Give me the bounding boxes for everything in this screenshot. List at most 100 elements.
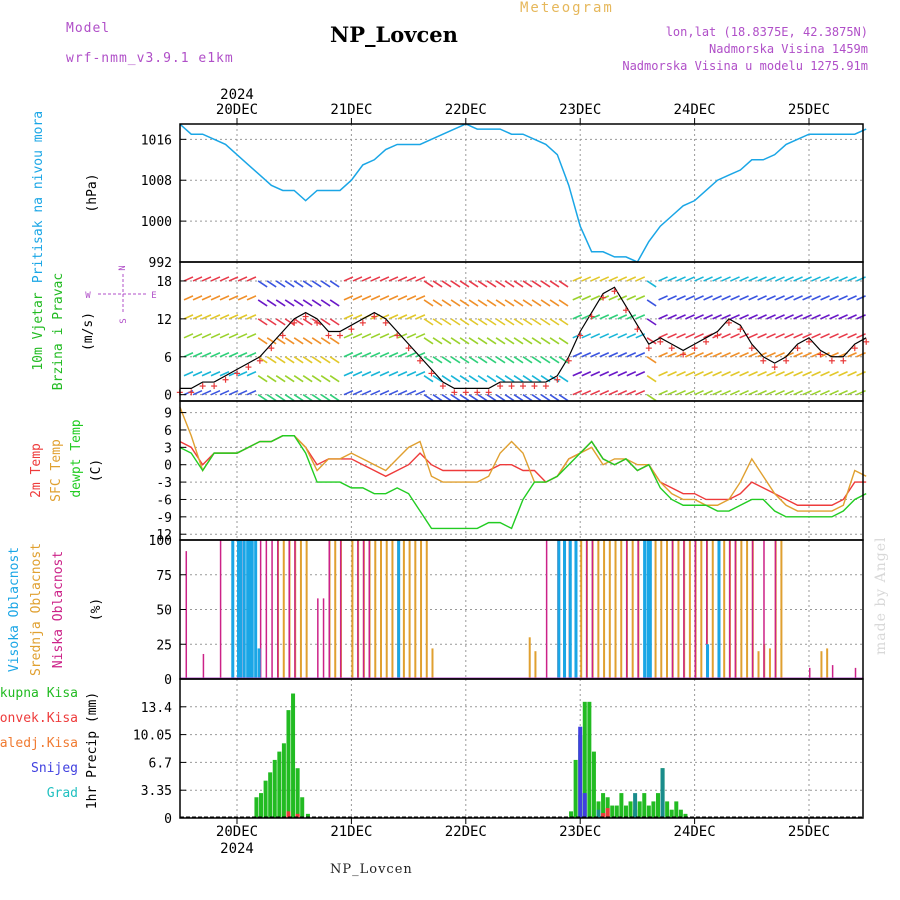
- wind-barb: [793, 389, 803, 396]
- low-cloud-bar: [362, 540, 365, 679]
- wind-barb: [531, 337, 542, 345]
- wind-barb: [415, 370, 426, 377]
- mid-cloud-bar: [334, 540, 337, 679]
- wind-barb: [415, 295, 426, 301]
- wind-barb: [343, 295, 354, 301]
- wind-barb: [504, 356, 515, 364]
- wind-barb: [676, 370, 686, 377]
- wind-barb: [676, 333, 686, 339]
- wind-barb: [183, 352, 194, 358]
- low-cloud-bar: [591, 540, 594, 679]
- wind-barb: [531, 318, 542, 326]
- compass-west-label: W: [85, 291, 91, 301]
- wind-barb: [432, 394, 443, 402]
- wind-barb: [192, 370, 203, 377]
- wind-barb: [811, 295, 821, 301]
- wind-barb: [397, 389, 408, 396]
- wind-barb: [739, 370, 749, 377]
- mid-cloud-bar: [414, 540, 417, 679]
- wind-barb: [685, 295, 695, 301]
- wind-barb: [302, 375, 313, 383]
- wind-barb: [784, 389, 794, 396]
- high-cloud-bar: [563, 540, 567, 679]
- wind-barb: [432, 337, 443, 345]
- wind-barb: [293, 280, 304, 288]
- precip-legend-0: Ukupna Kisa: [0, 686, 78, 701]
- low-cloud-bar: [277, 540, 279, 679]
- wind-barb: [379, 295, 390, 301]
- wind-barb: [219, 389, 230, 396]
- wind-barb: [766, 295, 776, 301]
- wind-barb: [228, 352, 239, 358]
- wind-barb: [406, 389, 417, 396]
- wind-barb: [370, 295, 381, 301]
- total-precip-bar: [263, 780, 268, 818]
- wind-barb: [829, 276, 839, 282]
- wind-barb: [635, 352, 646, 358]
- wind-barb: [685, 370, 695, 377]
- wind-barb: [802, 276, 812, 282]
- wind-axis-title: 10m Vjetar: [31, 292, 46, 370]
- wind-barb: [329, 375, 340, 383]
- wind-barb: [581, 389, 592, 396]
- x-date-label-top: 20DEC: [216, 102, 258, 118]
- wind-barb: [558, 356, 569, 364]
- wind-barb: [293, 356, 304, 364]
- wind-barb: [468, 299, 479, 307]
- wind-barb: [676, 295, 686, 301]
- wind-barb: [275, 394, 286, 402]
- wind-barb: [450, 394, 461, 402]
- wind-barb: [802, 333, 812, 339]
- wind-barb: [748, 295, 758, 301]
- wind-barb: [617, 295, 628, 301]
- high-cloud-bar: [717, 540, 721, 679]
- low-cloud-bar: [763, 540, 765, 679]
- wind-barb: [617, 352, 628, 358]
- wind-barb: [540, 394, 551, 402]
- wind-barb: [450, 318, 461, 326]
- wind-barb: [406, 333, 417, 339]
- wind-barb: [228, 276, 239, 282]
- total-precip-bar: [286, 710, 291, 818]
- y-tick-label: 25: [156, 638, 172, 653]
- wind-barb: [685, 276, 695, 282]
- x-date-label-bottom: 20DEC: [216, 824, 258, 840]
- y-tick-label: 1008: [141, 174, 172, 189]
- wind-barb: [397, 352, 408, 358]
- wind-barb: [721, 370, 731, 377]
- low-cloud-bar: [259, 540, 262, 679]
- wind-barb: [558, 394, 569, 402]
- wind-barb: [388, 333, 399, 339]
- mid-cloud-axis-title: Srednja Oblacnost: [29, 543, 44, 676]
- wind-barb: [590, 370, 601, 377]
- wind-barb: [793, 370, 803, 377]
- wind-barb: [847, 333, 857, 339]
- wind-barb: [504, 299, 515, 307]
- wind-barb: [838, 295, 848, 301]
- wind-barb: [361, 389, 372, 396]
- wind-barb: [495, 299, 506, 307]
- wind-barb: [237, 333, 248, 339]
- wind-barb: [856, 314, 866, 320]
- wind-barb: [450, 356, 461, 364]
- wind-barb: [459, 356, 470, 364]
- high-cloud-bar: [568, 540, 572, 679]
- wind-barb: [266, 280, 277, 288]
- wind-barb: [320, 375, 331, 383]
- wind-barb: [504, 375, 515, 383]
- wind-barb: [572, 314, 583, 320]
- mid-cloud-bar: [688, 540, 691, 679]
- low-cloud-bar: [831, 665, 834, 679]
- wind-barb: [658, 370, 668, 377]
- wind-barb: [246, 314, 257, 320]
- wind-barb: [856, 352, 866, 358]
- y-tick-label: 50: [156, 604, 172, 619]
- wind-barb: [379, 314, 390, 320]
- low-cloud-bar: [706, 540, 708, 679]
- low-cloud-bar: [317, 598, 319, 679]
- low-cloud-bar: [339, 540, 342, 679]
- wind-barb: [275, 280, 286, 288]
- wind-barb: [608, 295, 619, 301]
- wind-barb: [784, 295, 794, 301]
- convective-precip-bar: [286, 811, 291, 818]
